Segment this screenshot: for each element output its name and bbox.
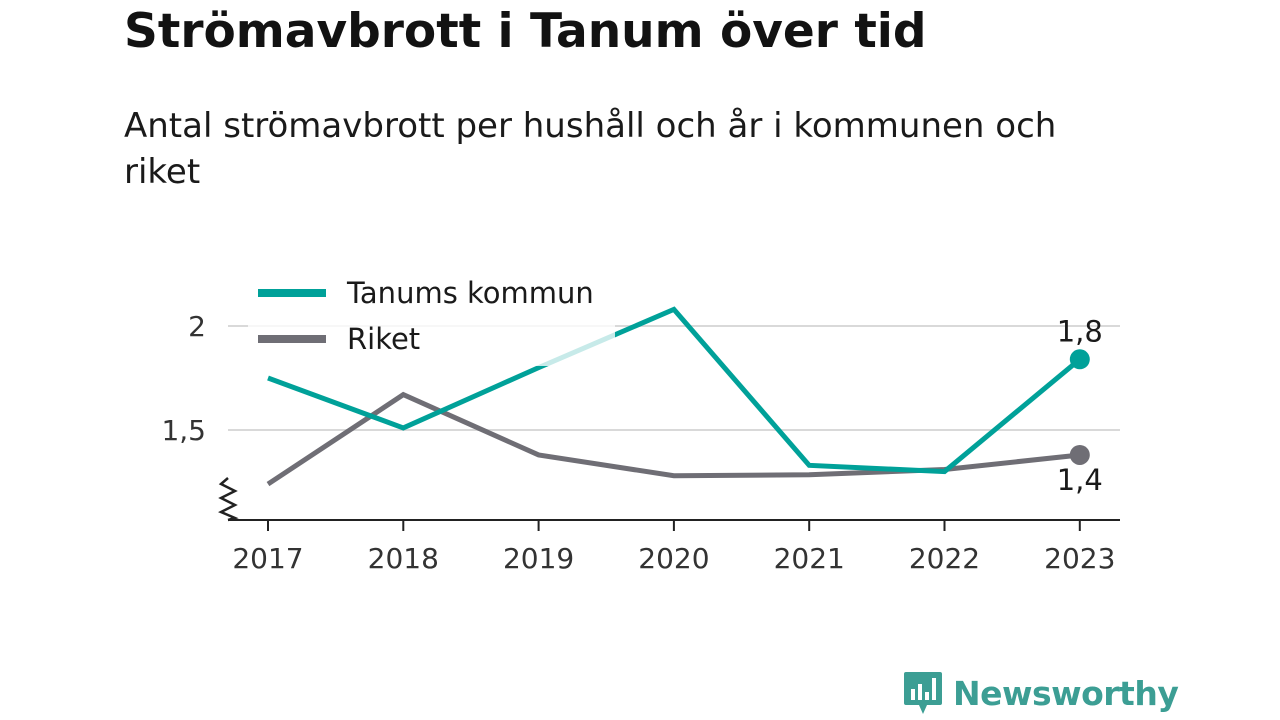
x-tick-label: 2020 — [638, 542, 709, 575]
newsworthy-logo: Newsworthy — [903, 670, 1179, 716]
brand-name: Newsworthy — [953, 673, 1179, 713]
axis-break-icon — [218, 477, 239, 522]
legend-label: Riket — [347, 322, 420, 356]
end-point — [1069, 444, 1090, 465]
end-labels: 1,8 1,4 — [1057, 314, 1103, 497]
bar-chart-speech-bubble-icon — [904, 672, 942, 714]
series-line — [267, 306, 1082, 475]
end-point — [1069, 349, 1090, 370]
y-tick-label: 2 — [188, 310, 206, 343]
chart-subtitle: Antal strömavbrott per hushåll och år i … — [124, 106, 1057, 192]
x-tick-label: 2023 — [1044, 542, 1115, 575]
series-lines — [266, 306, 1090, 487]
x-axis: 2017 2018 2019 2020 2021 2022 2023 — [228, 519, 1120, 575]
x-tick-label: 2022 — [909, 542, 980, 575]
legend-label: Tanums kommun — [346, 276, 594, 310]
end-label-riket: 1,4 — [1057, 463, 1103, 497]
legend: Tanums kommun Riket — [248, 270, 615, 366]
series-line — [266, 391, 1081, 487]
end-label-tanum: 1,8 — [1057, 314, 1103, 348]
legend-backdrop — [248, 270, 615, 366]
x-tick-label: 2019 — [503, 542, 574, 575]
y-axis: 1,52 — [161, 310, 239, 522]
y-tick-label: 1,5 — [161, 414, 206, 447]
x-tick-label: 2017 — [232, 542, 303, 575]
x-tick-label: 2021 — [774, 542, 845, 575]
chart-title: Strömavbrott i Tanum över tid — [124, 4, 927, 59]
x-tick-label: 2018 — [368, 542, 439, 575]
